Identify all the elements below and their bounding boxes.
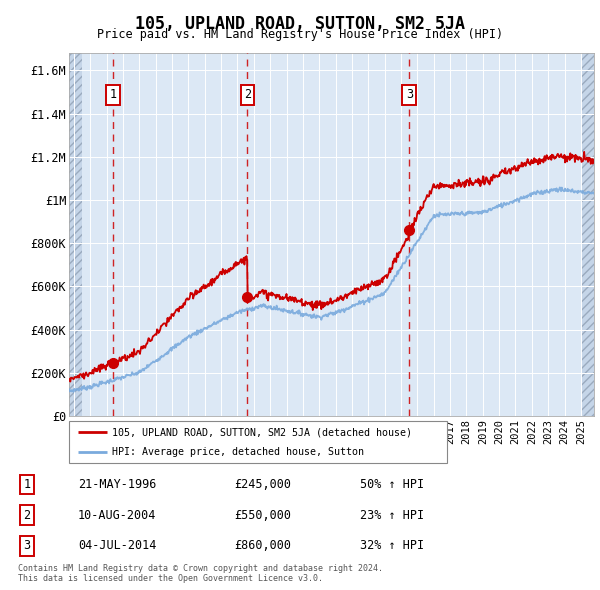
Text: 32% ↑ HPI: 32% ↑ HPI bbox=[360, 539, 424, 552]
Text: £860,000: £860,000 bbox=[234, 539, 291, 552]
Text: 1: 1 bbox=[109, 88, 116, 101]
Text: 23% ↑ HPI: 23% ↑ HPI bbox=[360, 509, 424, 522]
Text: 3: 3 bbox=[406, 88, 413, 101]
Text: 2: 2 bbox=[244, 88, 251, 101]
FancyBboxPatch shape bbox=[69, 421, 447, 463]
Text: 21-MAY-1996: 21-MAY-1996 bbox=[78, 478, 157, 491]
Text: HPI: Average price, detached house, Sutton: HPI: Average price, detached house, Sutt… bbox=[112, 447, 364, 457]
Text: £550,000: £550,000 bbox=[234, 509, 291, 522]
Text: 105, UPLAND ROAD, SUTTON, SM2 5JA (detached house): 105, UPLAND ROAD, SUTTON, SM2 5JA (detac… bbox=[112, 427, 412, 437]
Text: Price paid vs. HM Land Registry's House Price Index (HPI): Price paid vs. HM Land Registry's House … bbox=[97, 28, 503, 41]
Text: 2: 2 bbox=[23, 509, 31, 522]
Text: 105, UPLAND ROAD, SUTTON, SM2 5JA: 105, UPLAND ROAD, SUTTON, SM2 5JA bbox=[135, 15, 465, 33]
Text: 10-AUG-2004: 10-AUG-2004 bbox=[78, 509, 157, 522]
Bar bbox=[69, 53, 82, 416]
Text: £245,000: £245,000 bbox=[234, 478, 291, 491]
Text: 04-JUL-2014: 04-JUL-2014 bbox=[78, 539, 157, 552]
Text: Contains HM Land Registry data © Crown copyright and database right 2024.
This d: Contains HM Land Registry data © Crown c… bbox=[18, 564, 383, 584]
Text: 1: 1 bbox=[23, 478, 31, 491]
Text: 3: 3 bbox=[23, 539, 31, 552]
Bar bbox=[581, 53, 594, 416]
Text: 50% ↑ HPI: 50% ↑ HPI bbox=[360, 478, 424, 491]
